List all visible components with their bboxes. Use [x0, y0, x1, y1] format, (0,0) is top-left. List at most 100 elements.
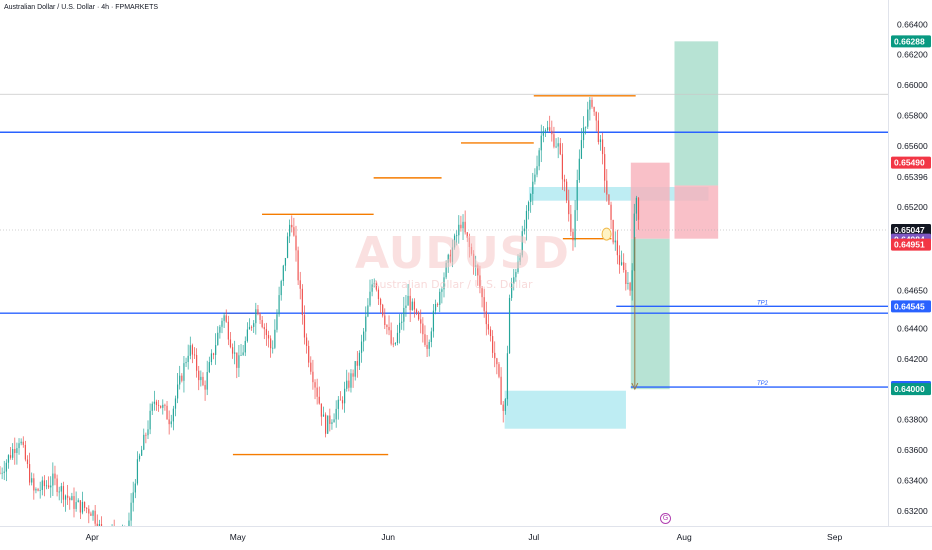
- candle-body: [576, 179, 578, 211]
- price-tick-label: 0.66200: [897, 50, 928, 60]
- candle-body: [14, 449, 16, 453]
- price-tick-label: 0.64200: [897, 354, 928, 364]
- candle-body: [508, 297, 511, 354]
- candle-body: [434, 303, 437, 311]
- candle-body: [267, 335, 270, 339]
- candle-body: [244, 340, 246, 353]
- price-label-badge: 0.65490: [891, 156, 931, 169]
- candle-body: [496, 358, 498, 365]
- candle-body: [426, 344, 428, 349]
- candle-body: [504, 399, 506, 411]
- price-tick-label: 0.66400: [897, 19, 928, 29]
- candle-body: [18, 443, 20, 449]
- candle-body: [215, 345, 217, 355]
- candle-body: [202, 376, 204, 386]
- candle-body: [185, 362, 187, 364]
- candle-body: [155, 401, 158, 405]
- candle-body: [9, 455, 12, 458]
- candle-body: [513, 277, 515, 284]
- candle-body: [453, 235, 456, 248]
- candle-body: [149, 410, 151, 430]
- candle-body: [519, 255, 521, 262]
- candle-body: [50, 485, 52, 488]
- candle-body: [138, 455, 141, 460]
- time-axis[interactable]: Apr May Jun Jul Aug Sep: [0, 526, 932, 550]
- tradingview-logo-icon[interactable]: G: [660, 513, 671, 524]
- candle-body: [37, 488, 39, 491]
- candle-body: [219, 326, 221, 333]
- candle-body: [147, 429, 149, 436]
- price-label-bg: [891, 238, 931, 251]
- level-label-tp2: TP2: [757, 381, 769, 387]
- candle-body: [538, 150, 540, 167]
- candle-body: [424, 334, 426, 345]
- candle-body: [90, 513, 92, 516]
- candle-body: [179, 375, 181, 385]
- candle-body: [71, 496, 73, 501]
- candle-body: [365, 316, 367, 332]
- candle-body: [525, 210, 528, 229]
- candle-body: [589, 99, 591, 110]
- candle-body: [289, 224, 291, 237]
- price-label-bg: [891, 383, 931, 396]
- candle-body: [54, 473, 56, 479]
- price-axis-bg: [888, 0, 932, 550]
- candle-body: [432, 310, 435, 332]
- candle-body: [500, 376, 502, 405]
- price-axis[interactable]: 0.66400 0.66200 0.66000 0.65800 0.65600 0.653…: [888, 0, 932, 550]
- time-tick-label: Jul: [528, 532, 539, 542]
- candle-body: [200, 376, 202, 381]
- candle-body: [94, 510, 96, 524]
- candle-body: [276, 314, 278, 330]
- candle-body: [312, 371, 314, 383]
- candle-body: [616, 240, 618, 256]
- candle-body: [443, 277, 445, 290]
- candle-body: [610, 204, 612, 220]
- candle-body: [253, 323, 255, 327]
- candle-body: [483, 297, 485, 312]
- candle-body: [231, 347, 234, 354]
- candle-body: [291, 224, 293, 228]
- candle-body: [75, 502, 77, 509]
- candle-body: [369, 291, 371, 306]
- candle-body: [582, 127, 585, 141]
- candle-body: [191, 345, 193, 355]
- candle-body: [196, 354, 198, 371]
- candle-body: [530, 193, 532, 203]
- candle-body: [280, 281, 282, 296]
- price-tick-label: 0.65600: [897, 141, 928, 151]
- candle-body: [160, 405, 162, 408]
- candle-body: [301, 288, 303, 316]
- candle-body: [587, 109, 589, 127]
- candle-body: [62, 486, 65, 500]
- candle-body: [470, 247, 473, 254]
- candle-body: [263, 327, 265, 330]
- price-label-text: 0.65047: [894, 225, 925, 235]
- candle-body: [591, 99, 593, 107]
- candle-body: [168, 419, 170, 425]
- candle-body: [83, 501, 86, 508]
- candle-body: [204, 385, 206, 390]
- candle-body: [468, 237, 470, 248]
- candle-body: [384, 315, 386, 326]
- candle-body: [79, 500, 81, 513]
- candle-body: [437, 303, 439, 305]
- candle-body: [464, 221, 466, 233]
- candle-body: [559, 143, 561, 155]
- candle-body: [477, 265, 479, 276]
- levels-layer[interactable]: [0, 93, 888, 456]
- candle-body: [339, 399, 341, 401]
- candle-body: [325, 414, 327, 434]
- candle-body: [430, 331, 432, 343]
- candle-body: [354, 361, 356, 377]
- candle-body: [386, 325, 388, 327]
- candle-body: [24, 444, 26, 460]
- price-label-bg: [891, 300, 931, 313]
- candle-body: [566, 181, 568, 201]
- candle-body: [536, 166, 538, 175]
- candle-body: [166, 405, 168, 420]
- price-tick-label: 0.63400: [897, 475, 928, 485]
- candle-body: [12, 449, 14, 458]
- candle-body: [143, 434, 145, 450]
